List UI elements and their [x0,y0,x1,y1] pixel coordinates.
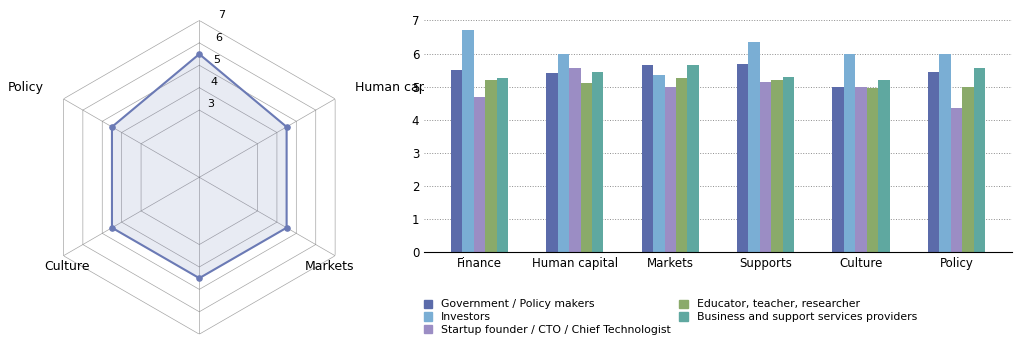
Point [278,124,294,130]
Text: 6: 6 [216,33,223,43]
Point [104,225,121,231]
Bar [950,108,962,252]
Point [278,225,294,231]
Text: 7: 7 [219,11,225,20]
Bar [867,88,878,252]
Bar [878,80,890,252]
Bar [558,54,569,252]
Bar [485,80,497,252]
Text: Culture: Culture [44,261,90,273]
Legend: Government / Policy makers, Investors, Startup founder / CTO / Chief Technologis: Government / Policy makers, Investors, S… [424,299,917,335]
Bar [844,54,855,252]
Bar [833,87,844,252]
Bar [642,65,653,252]
Bar [676,78,688,252]
Bar [783,77,794,252]
Point [191,276,207,281]
Bar [497,78,508,252]
Text: 5: 5 [213,55,220,65]
Point [104,124,121,130]
Bar [462,30,474,252]
Text: 3: 3 [207,100,215,109]
Bar [928,72,939,252]
Bar [569,69,580,252]
Bar [653,75,664,252]
Bar [748,42,760,252]
Text: 4: 4 [211,77,218,87]
Bar [546,73,558,252]
Bar [451,70,462,252]
Bar [688,65,699,252]
Bar [760,82,772,252]
Text: Markets: Markets [305,261,355,273]
Bar [772,80,783,252]
Bar [962,87,974,252]
Text: Human capital: Human capital [355,81,446,94]
Bar [474,97,485,252]
Bar [855,87,867,252]
Bar [939,54,950,252]
Point [191,51,207,57]
Bar [737,63,748,252]
Bar [580,84,592,252]
Bar [592,72,603,252]
Bar [664,87,676,252]
Text: Policy: Policy [8,81,44,94]
Bar [974,69,985,252]
Polygon shape [112,54,286,278]
